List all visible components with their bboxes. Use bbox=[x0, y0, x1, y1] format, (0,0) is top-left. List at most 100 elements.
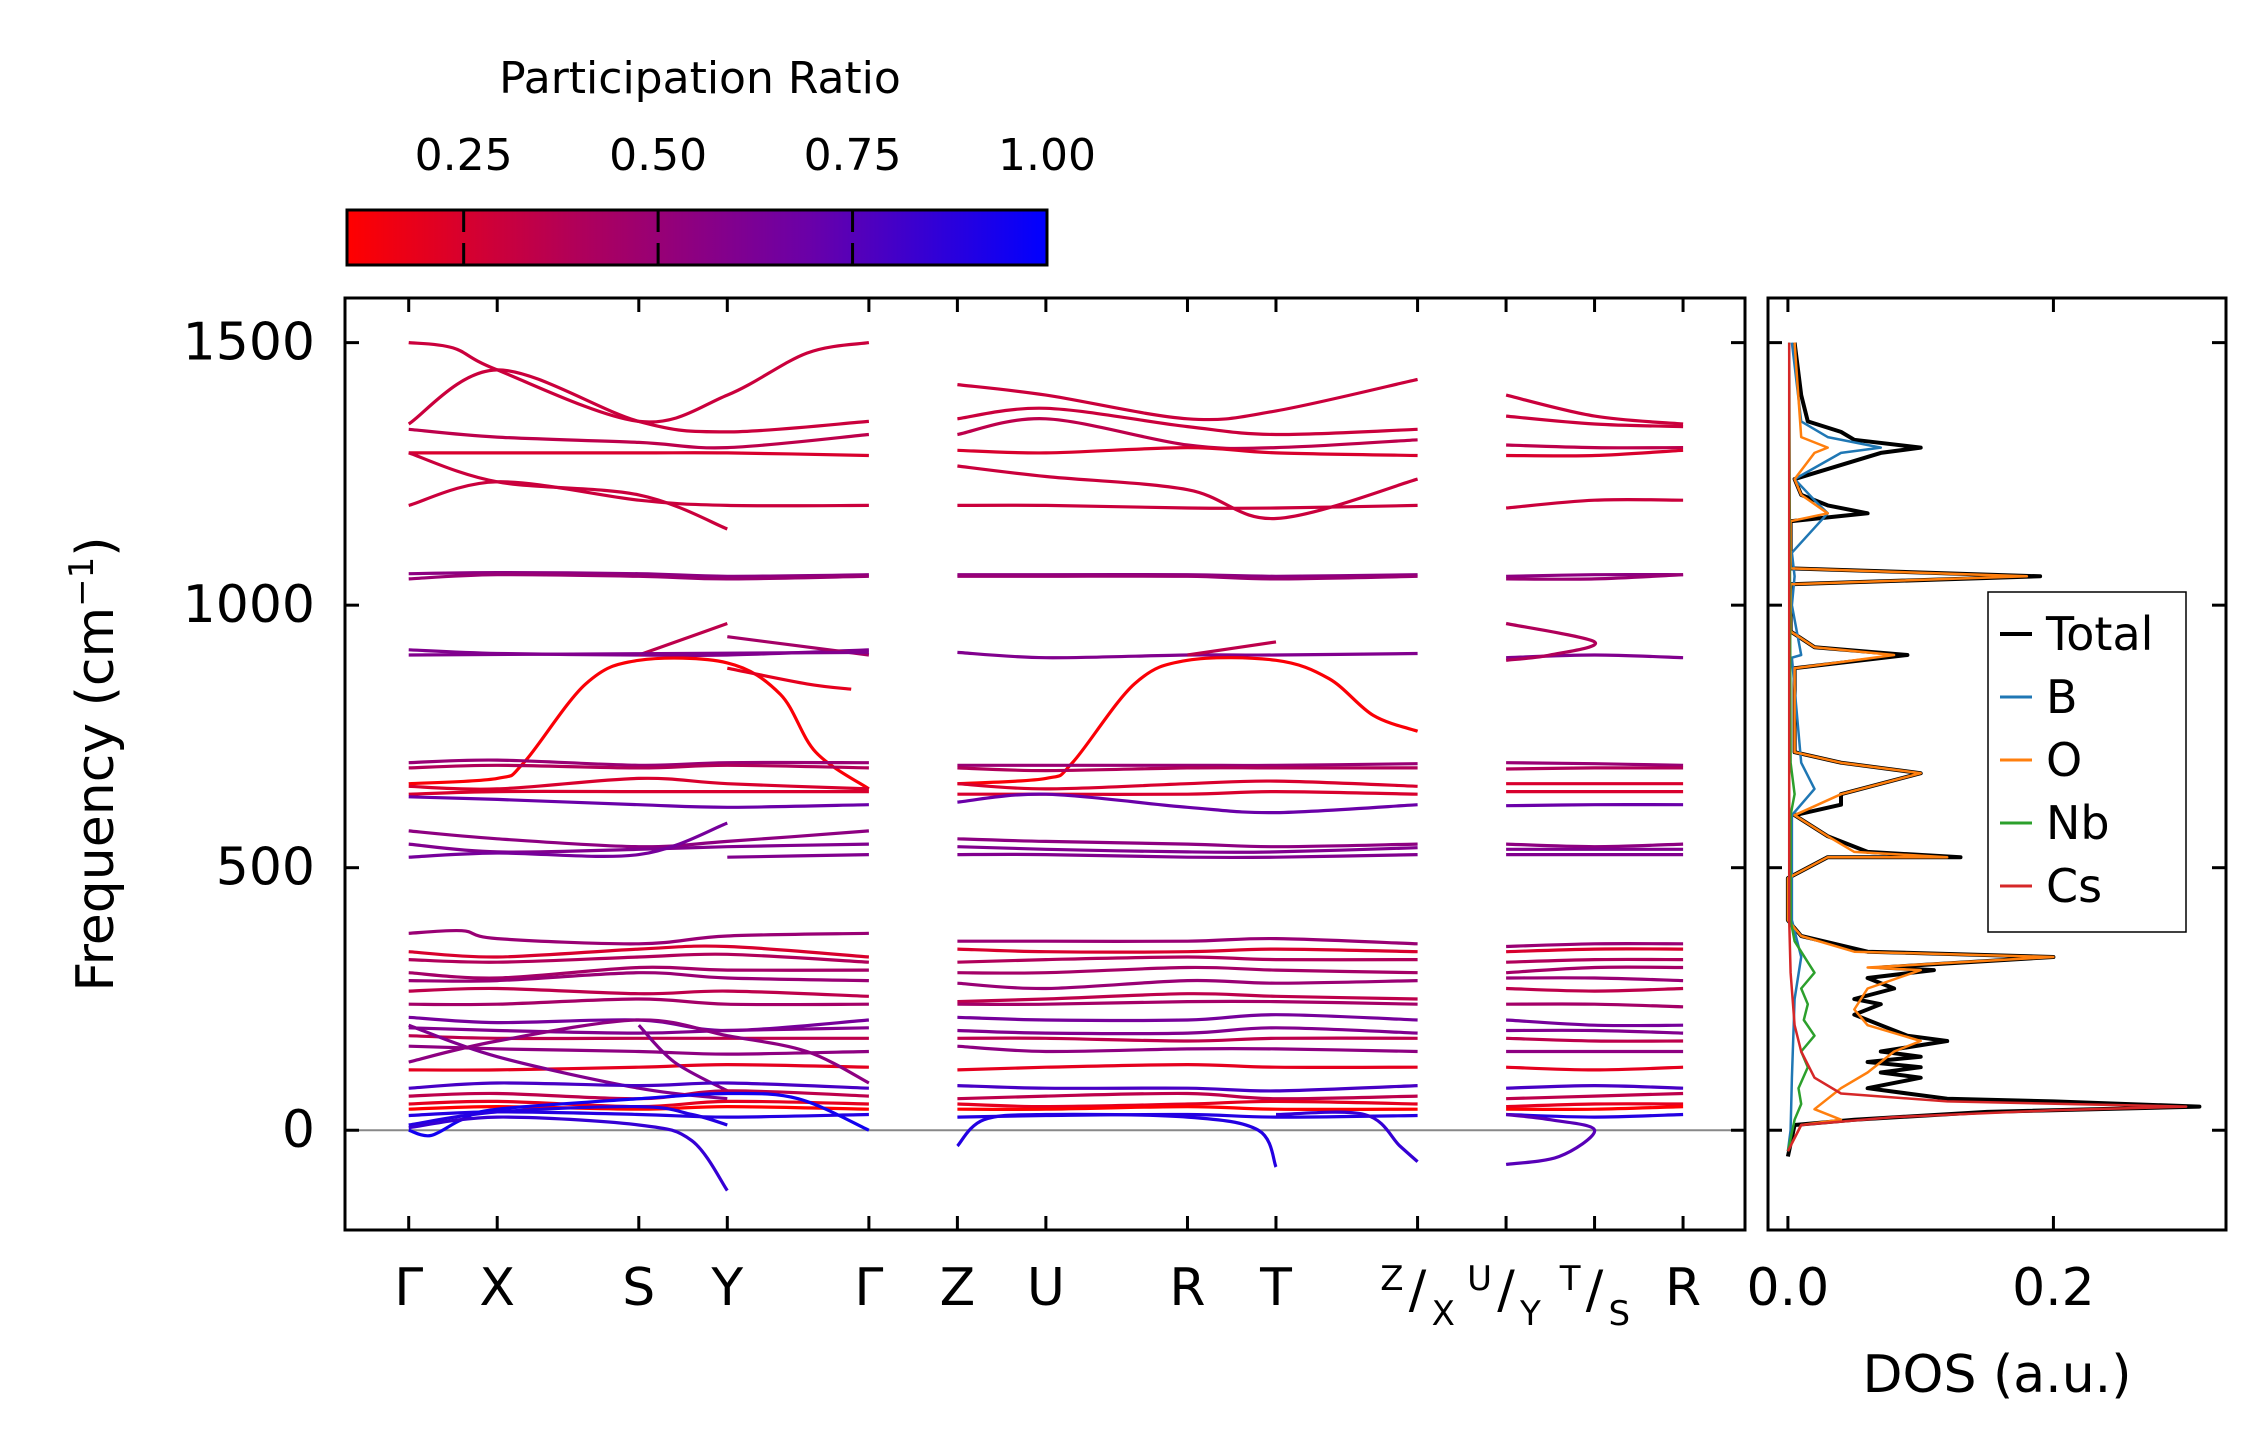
band-line bbox=[1506, 942, 1684, 949]
band-line bbox=[408, 965, 869, 980]
band-line bbox=[408, 952, 869, 964]
band-line bbox=[957, 503, 1418, 510]
band-line bbox=[957, 947, 1418, 954]
band-line bbox=[637, 1024, 729, 1093]
dos-frame bbox=[1766, 296, 2228, 1232]
band-line bbox=[408, 1104, 869, 1111]
band-line bbox=[1505, 497, 1684, 510]
band-line bbox=[957, 1044, 1418, 1054]
colorbar-gradient bbox=[345, 208, 1049, 267]
y-axis-label-main: Frequency (cm bbox=[66, 607, 126, 992]
dos-line bbox=[1786, 342, 1883, 1152]
x-tick-label: T bbox=[1259, 1258, 1292, 1318]
band-line bbox=[957, 955, 1418, 964]
band-line bbox=[957, 837, 1418, 849]
band-line bbox=[408, 1018, 870, 1085]
band-line bbox=[408, 1026, 869, 1035]
y-tick-label: 500 bbox=[216, 838, 315, 898]
band-line bbox=[408, 986, 869, 998]
band-line bbox=[726, 666, 852, 691]
band-line bbox=[1506, 803, 1684, 808]
y-tick-label: 1000 bbox=[183, 575, 315, 635]
dos-line bbox=[1786, 342, 2188, 1152]
band-line bbox=[1506, 1105, 1684, 1112]
band-line bbox=[408, 944, 870, 959]
band-line bbox=[1505, 1112, 1597, 1166]
band-line bbox=[408, 1104, 728, 1127]
band-line bbox=[957, 1091, 1418, 1101]
band-line bbox=[957, 992, 1418, 1004]
band-line bbox=[408, 1062, 869, 1072]
x-tick-label: Γ bbox=[394, 1258, 423, 1318]
band-line bbox=[957, 650, 1418, 660]
band-line bbox=[1506, 1091, 1684, 1101]
dos-line bbox=[1786, 342, 1816, 1152]
band-line bbox=[957, 792, 1418, 815]
band-line bbox=[407, 368, 870, 434]
band-line bbox=[1506, 766, 1684, 771]
band-line bbox=[408, 480, 869, 508]
band-line bbox=[957, 779, 1418, 791]
legend-label: Total bbox=[2045, 607, 2153, 661]
x-tick-label-slash: / bbox=[1586, 1260, 1604, 1320]
x-tick-label: Y bbox=[710, 1258, 743, 1318]
x-tick-label-upper: T bbox=[1559, 1259, 1581, 1299]
y-axis-label-superscript: −1 bbox=[62, 557, 102, 607]
band-line bbox=[957, 978, 1418, 991]
band-line bbox=[957, 1026, 1418, 1036]
band-line bbox=[957, 1099, 1418, 1109]
band-line bbox=[408, 763, 869, 770]
band-line bbox=[727, 853, 869, 859]
band-line bbox=[1506, 1065, 1684, 1072]
band-line bbox=[408, 1081, 869, 1090]
band-line bbox=[1506, 443, 1684, 450]
legend-label: O bbox=[2046, 733, 2082, 787]
y-axis-label-end: ) bbox=[66, 536, 126, 556]
band-line bbox=[957, 1084, 1418, 1093]
band-line bbox=[408, 451, 869, 458]
band-line bbox=[408, 1091, 870, 1138]
band-line bbox=[408, 656, 870, 791]
dos-x-axis-label: DOS (a.u.) bbox=[1863, 1345, 2132, 1405]
band-line bbox=[408, 451, 728, 531]
colorbar-ticks: 0.25 0.50 0.75 1.00 bbox=[415, 130, 1096, 265]
x-tick-label-upper: Z bbox=[1380, 1259, 1403, 1299]
band-line bbox=[1506, 1002, 1684, 1009]
x-tick-label: Z bbox=[940, 1258, 976, 1318]
x-tick-label: R bbox=[1665, 1258, 1701, 1318]
y-axis-label: Frequency (cm−1) bbox=[62, 536, 126, 991]
band-line bbox=[1506, 1083, 1684, 1090]
band-line bbox=[1506, 947, 1684, 954]
band-line bbox=[408, 789, 869, 796]
band-line bbox=[1506, 965, 1684, 975]
band-line bbox=[957, 852, 1418, 860]
band-line bbox=[1505, 621, 1597, 662]
y-tick-label: 1500 bbox=[183, 313, 315, 373]
band-line bbox=[408, 928, 869, 946]
band-line bbox=[957, 965, 1418, 975]
legend-frame bbox=[1987, 591, 2187, 933]
x-tick-label: R bbox=[1169, 1258, 1205, 1318]
band-line bbox=[1506, 1102, 1684, 1109]
band-line bbox=[408, 1034, 869, 1041]
band-line bbox=[957, 762, 1418, 768]
colorbar-title: Participation Ratio bbox=[499, 53, 901, 104]
colorbar-tick-label: 0.25 bbox=[415, 130, 513, 181]
colorbar-tick-label: 1.00 bbox=[998, 130, 1096, 181]
band-line bbox=[957, 574, 1418, 581]
band-line bbox=[957, 464, 1419, 521]
band-line bbox=[408, 570, 869, 578]
band-line bbox=[408, 427, 870, 450]
band-line bbox=[957, 1104, 1418, 1112]
colorbar-tick-label: 0.50 bbox=[609, 130, 707, 181]
band-line bbox=[1506, 976, 1684, 983]
band-line bbox=[408, 776, 869, 791]
band-line bbox=[1506, 842, 1684, 849]
band-line bbox=[957, 1036, 1418, 1043]
band-line bbox=[1506, 761, 1684, 767]
band-line bbox=[408, 842, 869, 854]
band-line bbox=[957, 656, 1419, 786]
legend-label: B bbox=[2046, 670, 2078, 724]
